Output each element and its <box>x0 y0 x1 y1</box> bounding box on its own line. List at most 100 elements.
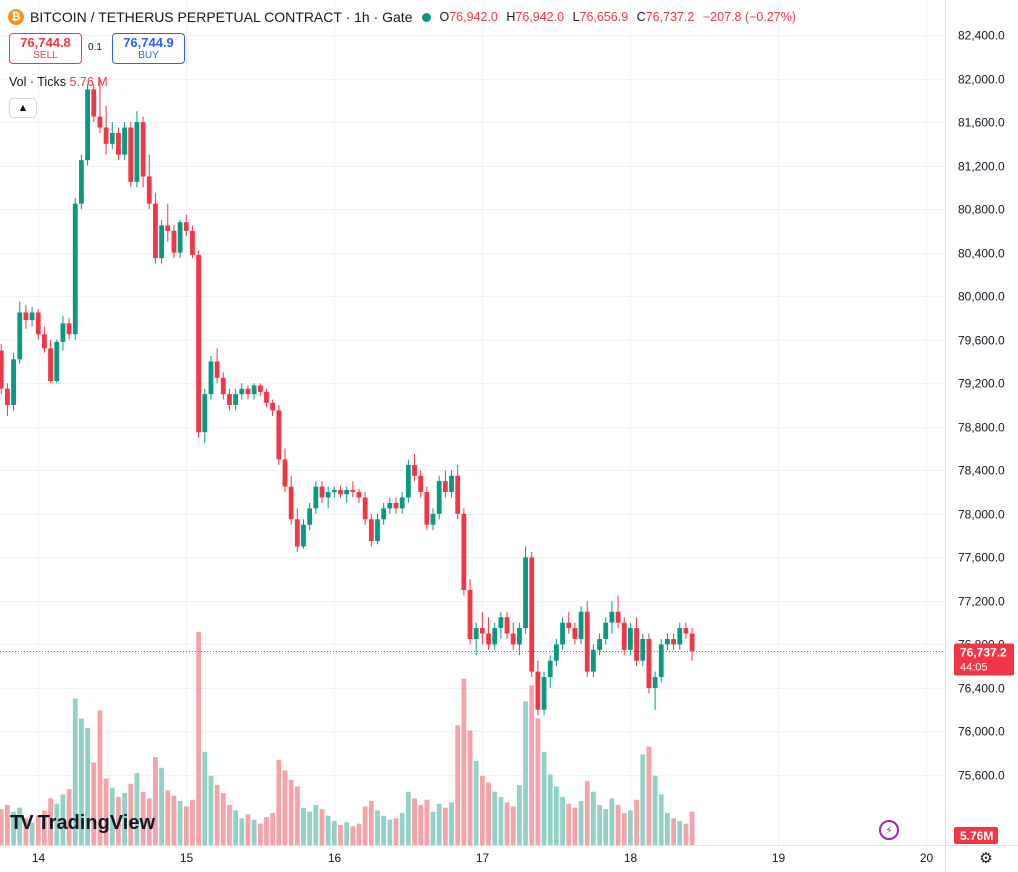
y-tick-label: 75,600.0 <box>958 769 1005 783</box>
candle-body <box>17 312 23 360</box>
candle-body <box>652 677 658 688</box>
volume-bar <box>251 819 257 845</box>
volume-bar <box>128 783 134 845</box>
buy-button[interactable]: 76,744.9 BUY <box>112 33 185 64</box>
candle-body <box>368 519 374 542</box>
candle-body <box>523 557 528 629</box>
candle-body <box>436 481 442 514</box>
candle-body <box>381 508 387 520</box>
volume-bar <box>628 810 633 845</box>
candle-body <box>66 323 72 335</box>
candle-body <box>572 628 578 639</box>
candle-body <box>473 628 479 639</box>
bitcoin-icon[interactable]: ₿ <box>8 9 24 25</box>
volume-bar <box>689 811 695 845</box>
volume-bar <box>665 813 670 845</box>
chevron-up-icon[interactable]: ▲ <box>9 98 37 118</box>
volume-bar <box>109 787 115 845</box>
volume-bar <box>239 818 245 845</box>
candle-body <box>516 628 522 645</box>
volume-bar <box>301 807 306 845</box>
volume-bar <box>344 822 350 845</box>
y-tick-label: 80,000.0 <box>958 290 1005 304</box>
candle-body <box>122 127 128 155</box>
volume-bar <box>350 826 356 845</box>
candle-body <box>560 622 565 645</box>
y-tick-label: 78,000.0 <box>958 508 1005 522</box>
candle-body <box>153 203 158 259</box>
volume-bar <box>683 823 689 845</box>
volume-bar <box>66 789 72 845</box>
volume-bar <box>658 794 664 845</box>
volume-bar <box>276 759 282 845</box>
sell-label: SELL <box>33 49 58 61</box>
volume-bar <box>449 802 454 845</box>
candle-body <box>492 628 498 645</box>
high-value: 76,942.0 <box>515 10 565 24</box>
symbol-title[interactable]: BITCOIN / TETHERUS PERPETUAL CONTRACT · … <box>30 9 413 25</box>
candle-body <box>97 116 103 128</box>
candle-body <box>171 230 177 253</box>
open-value: 76,942.0 <box>449 10 498 24</box>
candle-body <box>430 513 436 525</box>
gear-icon[interactable]: ⚙ <box>979 850 993 867</box>
candle-body <box>578 611 584 639</box>
volume-bar <box>356 823 362 845</box>
candle-body <box>467 590 473 639</box>
candle-body <box>683 628 689 634</box>
y-tick-label: 76,000.0 <box>958 725 1005 739</box>
candle-body <box>442 481 448 493</box>
volume-bar <box>646 746 652 845</box>
candle-body <box>103 127 109 144</box>
candle-body <box>294 519 300 547</box>
volume-bar <box>535 718 541 845</box>
time-axis: 14 15 16 17 18 19 20 <box>32 851 934 865</box>
volume-bar <box>0 809 4 845</box>
lightning-icon[interactable]: ⚡ <box>879 820 899 840</box>
candle-body <box>387 502 393 509</box>
volume-bar <box>455 725 461 845</box>
buy-label: BUY <box>138 49 159 61</box>
candle-body <box>455 475 461 514</box>
volume-bar <box>677 821 683 845</box>
candle-body <box>48 348 53 382</box>
candle-body <box>301 524 306 547</box>
volume-bar <box>208 775 214 845</box>
volume-bar <box>165 790 171 845</box>
volume-bar <box>405 791 411 845</box>
tradingview-logo[interactable]: TV TradingView <box>10 812 155 835</box>
sell-price: 76,744.8 <box>20 34 71 50</box>
volume-bar <box>479 775 485 845</box>
sell-button[interactable]: 76,744.8 SELL <box>9 33 82 64</box>
x-tick-label: 18 <box>624 851 638 865</box>
candle-body <box>11 359 16 405</box>
volume-bar <box>319 809 325 845</box>
volume-bar <box>79 718 84 845</box>
candle-body <box>270 402 276 411</box>
candle-body <box>628 628 633 650</box>
candle-body <box>671 638 676 645</box>
buy-price: 76,744.9 <box>123 34 174 50</box>
volume-bar <box>652 775 658 845</box>
volume-bar <box>523 701 528 845</box>
tradingview-mark: TV <box>10 812 34 834</box>
volume-bar <box>257 823 263 845</box>
candle-body <box>405 464 411 498</box>
candle-body <box>362 497 368 520</box>
candle-body <box>553 644 559 661</box>
y-tick-label: 80,400.0 <box>958 247 1005 261</box>
volume-legend[interactable]: Vol · Ticks 5.76 M <box>9 75 108 89</box>
tradingview-wordmark: TradingView <box>37 812 156 834</box>
candle-body <box>461 513 467 590</box>
volume-bar <box>214 785 220 845</box>
candle-body <box>418 475 424 493</box>
candle-body <box>227 394 232 405</box>
volume-bar <box>116 797 121 845</box>
volume-bar <box>72 698 78 845</box>
candle-body <box>486 633 491 645</box>
volume-bar <box>282 770 288 845</box>
y-tick-label: 77,600.0 <box>958 551 1005 565</box>
last-price-badge <box>954 643 1014 676</box>
candle-body <box>288 486 294 520</box>
